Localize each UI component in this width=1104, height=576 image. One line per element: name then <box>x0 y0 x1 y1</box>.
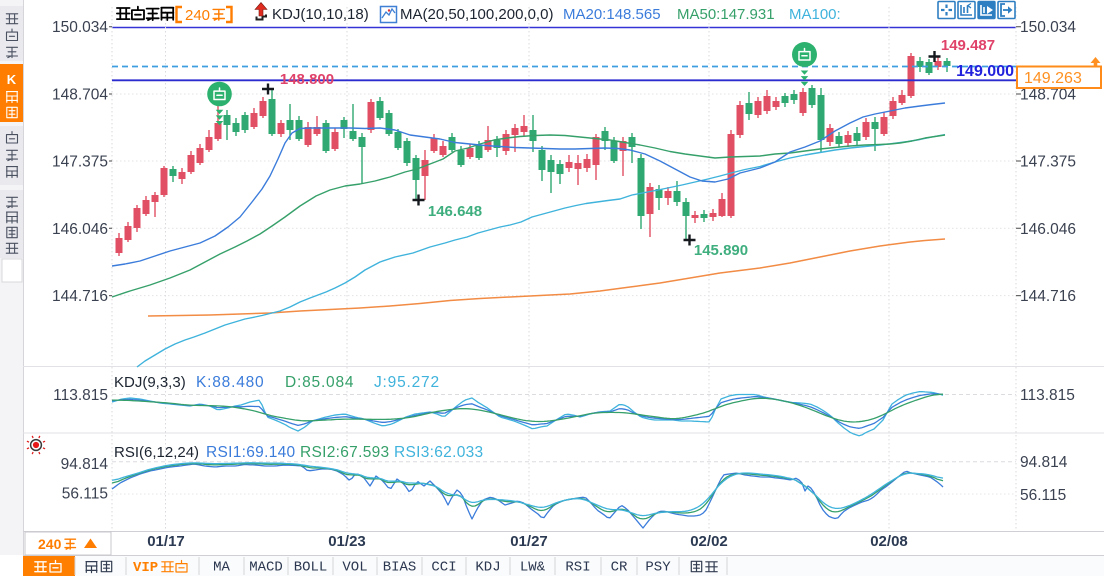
svg-text:MA50:147.931: MA50:147.931 <box>677 6 775 23</box>
svg-text:RSI3:62.033: RSI3:62.033 <box>394 444 483 461</box>
svg-text:02/08: 02/08 <box>870 533 908 550</box>
svg-text:PSY: PSY <box>645 560 671 576</box>
svg-text:VOL: VOL <box>342 560 367 576</box>
svg-text:J:95.272: J:95.272 <box>374 374 440 391</box>
svg-text:02/02: 02/02 <box>690 533 728 550</box>
svg-text:VIP: VIP <box>133 560 158 576</box>
svg-text:MACD: MACD <box>249 560 283 576</box>
svg-text:01/23: 01/23 <box>328 533 366 550</box>
svg-text:148.704: 148.704 <box>1020 87 1076 104</box>
svg-text:01/27: 01/27 <box>510 533 548 550</box>
svg-text:CCI: CCI <box>431 560 456 576</box>
svg-text:145.890: 145.890 <box>694 242 748 259</box>
svg-text:56.115: 56.115 <box>62 486 108 503</box>
svg-text:LW&: LW& <box>520 560 546 576</box>
svg-text:113.815: 113.815 <box>53 387 108 404</box>
svg-text:RSI: RSI <box>565 560 590 576</box>
svg-text:56.115: 56.115 <box>1020 487 1066 504</box>
svg-text:240: 240 <box>185 7 210 24</box>
svg-text:144.716: 144.716 <box>52 288 108 305</box>
svg-text:K:88.480: K:88.480 <box>196 374 264 391</box>
svg-text:146.046: 146.046 <box>1020 221 1076 238</box>
svg-text:RSI(6,12,24): RSI(6,12,24) <box>114 444 199 461</box>
svg-text:150.034: 150.034 <box>52 19 108 36</box>
svg-text:01/17: 01/17 <box>147 533 185 550</box>
svg-text:146.648: 146.648 <box>428 203 482 220</box>
svg-text:94.814: 94.814 <box>61 456 109 473</box>
svg-text:BOLL: BOLL <box>294 560 328 576</box>
svg-text:BIAS: BIAS <box>383 560 417 576</box>
svg-text:94.814: 94.814 <box>1020 454 1068 471</box>
svg-text:149.263: 149.263 <box>1024 70 1082 87</box>
svg-text:150.034: 150.034 <box>1020 19 1076 36</box>
svg-text:147.375: 147.375 <box>1020 154 1076 171</box>
svg-text:113.815: 113.815 <box>1020 387 1075 404</box>
svg-text:149.000: 149.000 <box>956 63 1014 80</box>
svg-text:K: K <box>7 72 17 87</box>
svg-text:MA20:148.565: MA20:148.565 <box>563 6 661 23</box>
svg-text:144.716: 144.716 <box>1020 288 1076 305</box>
svg-text:KDJ: KDJ <box>475 560 500 576</box>
svg-text:149.487: 149.487 <box>941 37 995 54</box>
svg-text:D:85.084: D:85.084 <box>285 374 354 391</box>
svg-text:KDJ(10,10,18): KDJ(10,10,18) <box>272 6 369 23</box>
svg-text:147.375: 147.375 <box>52 154 108 171</box>
svg-text:RSI1:69.140: RSI1:69.140 <box>206 444 296 461</box>
svg-text:KDJ(9,3,3): KDJ(9,3,3) <box>114 374 186 391</box>
svg-text:RSI2:67.593: RSI2:67.593 <box>300 444 389 461</box>
svg-text:MA100:: MA100: <box>789 6 841 23</box>
svg-text:148.704: 148.704 <box>52 87 108 104</box>
svg-text:146.046: 146.046 <box>52 221 108 238</box>
svg-text:MA: MA <box>213 560 230 576</box>
svg-text:MA(20,50,100,200,0,0): MA(20,50,100,200,0,0) <box>400 6 553 23</box>
svg-text:CR: CR <box>611 560 628 576</box>
svg-text:240: 240 <box>38 536 62 552</box>
svg-text:148.800: 148.800 <box>280 71 334 88</box>
